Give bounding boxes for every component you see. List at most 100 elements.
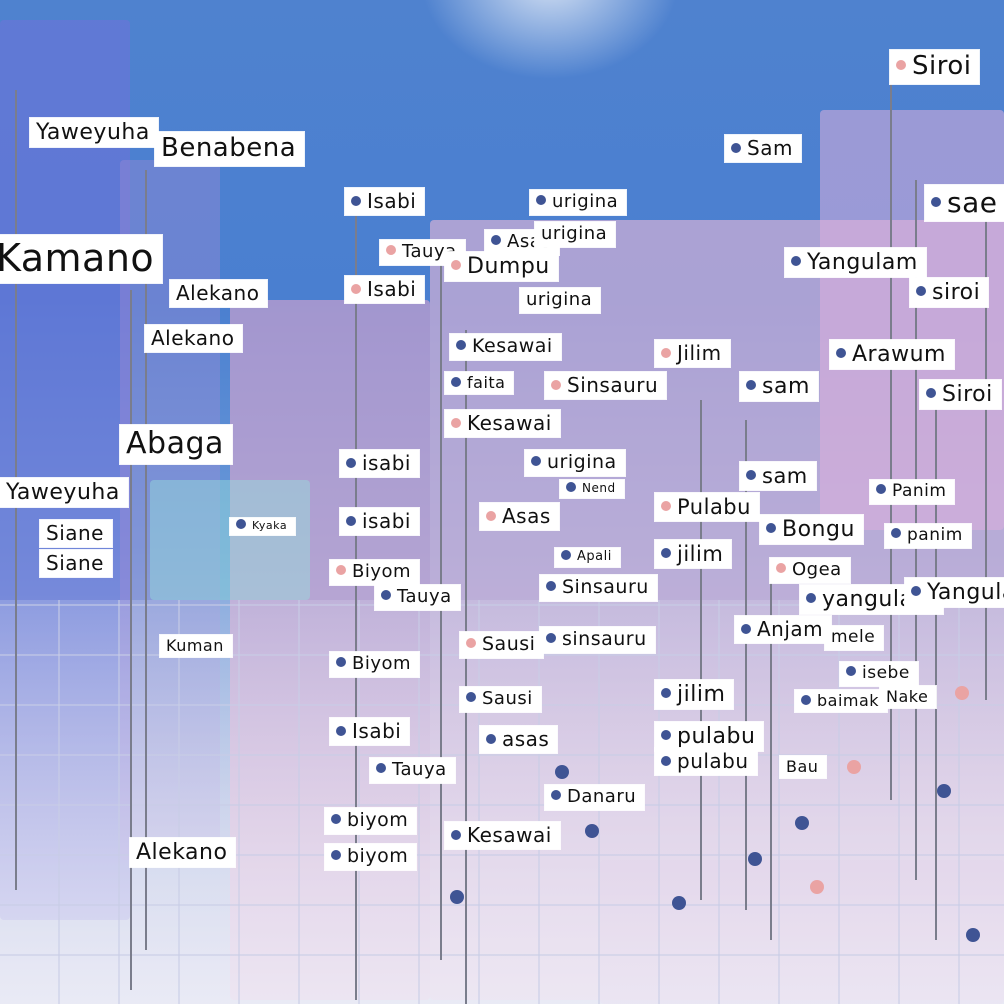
map-label-text: Danaru [567,786,637,807]
map-label-text: Siane [46,551,104,575]
map-label-text: jilim [677,542,724,566]
map-label[interactable]: Danaru [545,785,645,810]
map-label[interactable]: Nake [880,686,937,709]
map-label-text: pulabu [677,749,749,773]
scatter-marker [585,824,599,838]
map-label[interactable]: siroi [910,278,989,308]
marker-dot-icon [746,470,756,480]
map-label[interactable]: Sausi [460,687,541,712]
map-label[interactable]: Siroi [920,380,1001,410]
map-label[interactable]: Biyom [330,652,420,677]
map-label[interactable]: Tauya [370,758,455,783]
marker-dot-icon [911,586,921,596]
map-label-text: asas [502,727,550,751]
map-label[interactable]: urigina [530,190,627,215]
map-label[interactable]: Apali [555,548,620,567]
map-label[interactable]: Biyom [330,560,420,585]
map-label[interactable]: Siane [40,550,112,577]
map-label[interactable]: isabi [340,450,419,477]
map-label[interactable]: Ogea [770,558,850,583]
map-label[interactable]: isabi [340,508,419,535]
marker-dot-icon [351,283,361,294]
map-label[interactable]: Alekano [130,838,236,868]
map-label[interactable]: pulabu [655,722,764,752]
map-label-text: isabi [362,451,411,475]
map-label[interactable]: Tauya [375,585,460,610]
map-label[interactable]: Kuman [160,635,232,658]
map-label[interactable]: panim [885,524,971,548]
map-label[interactable]: sam [740,372,818,402]
map-label[interactable]: Kesawai [445,822,560,849]
marker-dot-icon [491,235,501,245]
map-label[interactable]: Isabi [345,188,425,215]
sky-glow [420,0,680,80]
map-label[interactable]: urigina [520,288,601,313]
map-label[interactable]: Siroi [890,50,980,84]
map-label[interactable]: baimak [795,690,888,713]
marker-dot-icon [451,376,461,387]
marker-dot-icon [486,510,496,521]
map-label[interactable]: sae [925,185,1004,222]
label-pole [935,380,937,940]
map-label-text: Kyaka [252,519,288,532]
map-label[interactable]: Kesawai [450,334,561,360]
map-label[interactable]: jilim [655,680,734,710]
map-label[interactable]: Yaweyuha [0,478,128,508]
map-label[interactable]: sinsauru [540,627,655,653]
map-label[interactable]: Alekano [170,280,268,307]
map-label[interactable]: Bongu [760,515,863,545]
map-label[interactable]: Jilim [655,340,730,367]
map-label[interactable]: Anjam [735,616,832,643]
map-label[interactable]: Isabi [345,276,425,303]
map-label[interactable]: Siane [40,520,112,547]
marker-dot-icon [451,417,461,428]
map-label[interactable]: Benabena [155,132,305,166]
map-label[interactable]: Abaga [120,425,232,464]
label-pole [770,560,772,940]
map-label[interactable]: jilim [655,540,732,569]
map-label[interactable]: Sausi [460,632,544,658]
map-label[interactable]: biyom [325,808,417,834]
map-label[interactable]: Sinsauru [540,575,657,601]
map-label[interactable]: sam [740,462,816,491]
marker-dot-icon [536,195,546,205]
map-label[interactable]: Asas [480,503,559,530]
map-label[interactable]: Kyaka [230,518,296,535]
map-label[interactable]: Yangulam [905,578,1004,608]
map-label[interactable]: mele [825,626,884,650]
map-label-text: Yaweyuha [6,480,120,505]
map-label[interactable]: Arawum [830,340,954,370]
map-label-text: Isabi [352,719,402,743]
map-label[interactable]: urigina [535,222,616,247]
map-label[interactable]: Kamano [0,235,163,283]
map-label[interactable]: Kesawai [445,410,560,437]
map-label[interactable]: Pulabu [655,493,759,522]
map-label[interactable]: Yangulam [785,248,926,278]
map-label[interactable]: Bau [780,756,827,779]
map-label[interactable]: Sinsauru [545,372,667,399]
map-label[interactable]: faita [445,372,514,395]
map-label[interactable]: Alekano [145,325,243,352]
map-label[interactable]: urigina [525,450,625,476]
map-label-text: Kesawai [467,411,552,435]
map-label-text: Apali [577,549,612,564]
map-label[interactable]: biyom [325,844,417,870]
map-label-text: biyom [347,845,409,867]
map-label[interactable]: pulabu [655,748,757,775]
map-label[interactable]: Yaweyuha [30,118,158,148]
map-label-text: sam [762,374,810,399]
scatter-marker [955,686,969,700]
map-label[interactable]: Isabi [330,718,410,745]
marker-dot-icon [561,549,571,560]
map-label[interactable]: asas [480,726,558,753]
map-label[interactable]: Nend [560,480,624,498]
map-label[interactable]: Dumpu [445,252,558,282]
map-label[interactable]: isebe [840,662,918,686]
map-label[interactable]: Sam [725,135,801,162]
ground-grid [0,600,1004,1004]
map-label-text: Sinsauru [567,373,659,397]
label-pole [355,200,357,1000]
map-label[interactable]: Panim [870,480,955,504]
scatter-marker [450,890,464,904]
